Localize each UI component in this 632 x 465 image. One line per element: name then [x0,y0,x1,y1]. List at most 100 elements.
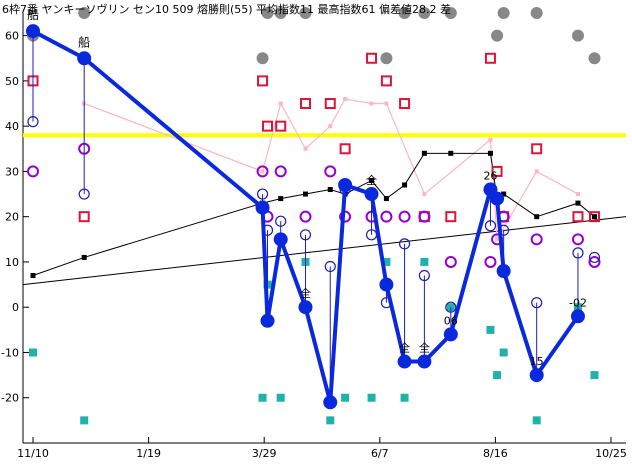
main-point [298,300,313,315]
main-point [397,354,412,369]
red-square-marker [484,52,496,64]
main-point [496,264,511,278]
pink-point [369,101,374,106]
navy-circle-marker [445,301,457,313]
main-point [490,191,505,206]
navy-circle-marker [78,188,90,200]
grey-circle-marker [299,7,312,19]
y-tick-label: 0 [12,301,19,314]
main-point [364,187,379,202]
pink-point [422,192,427,197]
navy-circle-marker [572,247,584,259]
avg-point [487,150,493,156]
grey-circle-marker [398,7,411,19]
main-point [417,354,432,369]
purple-circle-marker [398,210,411,223]
pink-point [384,101,389,106]
x-tick-label: 11/10 [17,447,49,460]
teal-square-marker [486,325,495,334]
teal-square-marker [276,393,285,402]
main-point [570,309,585,324]
avg-point [302,191,308,197]
avg-point [30,273,36,279]
navy-circle-marker [484,220,497,232]
red-square-marker [262,120,274,132]
pink-point [303,146,308,151]
main-point [255,200,270,215]
navy-circle-marker [588,251,601,264]
main-point-label: 船 [27,8,39,22]
purple-circle-marker [418,210,431,223]
red-square-marker [572,211,584,223]
x-tick-label: 8/16 [483,447,508,460]
navy-circle-marker [398,238,411,250]
purple-circle-marker [530,233,543,246]
y-tick-label: 40 [5,120,19,133]
avg-point [575,200,581,206]
red-square-marker [588,211,600,223]
purple-circle-marker [299,210,312,223]
teal-square-marker [326,416,335,425]
grey-circle-marker [497,7,510,19]
teal-square-marker [367,393,376,402]
x-tick-label: 10/25 [595,447,627,460]
teal-square-marker [420,257,429,266]
grey-circle-marker [530,7,543,19]
purple-circle-marker [274,165,287,178]
grey-circle-marker [78,7,91,19]
trend-line [22,216,627,286]
red-square-marker [257,75,269,87]
grey-circle-marker [380,52,393,65]
purple-circle-marker [588,255,601,268]
red-square-marker [275,120,287,132]
avg-point [278,196,284,202]
y-tick-label: -10 [1,346,19,359]
red-square-marker [399,98,411,110]
grey-circle-marker [418,7,431,19]
teal-square-marker [499,348,508,357]
purple-circle-marker [571,233,584,246]
navy-circle-marker [256,188,269,200]
y-tick-label: 60 [5,30,19,43]
x-tick-label: 3/29 [252,447,277,460]
teal-square-marker [80,416,89,425]
main-point [77,51,92,66]
point-label: 全 [300,286,311,300]
y-tick-label: 50 [5,75,19,88]
navy-circle-marker [531,297,543,309]
grey-circle-marker [256,52,269,65]
red-square-marker [78,211,90,223]
navy-circle-marker [27,116,39,128]
chart-title: 6枠7番 ヤンキーソヴリン セン10 509 熔勝則(55) 平均指数11 最高… [2,3,452,16]
grey-circle-marker [444,7,457,19]
navy-circle-marker [324,260,336,273]
navy-circle-marker [418,269,430,282]
pink-point [278,101,283,106]
avg-series-line [32,152,595,276]
point-label: 全 [399,341,410,355]
teal-square-marker [590,371,599,380]
teal-square-marker [400,393,409,402]
y-tick-label: -20 [1,392,19,405]
red-square-marker [380,75,392,87]
pink-point [534,169,539,174]
point-label: 全 [419,341,430,355]
main-point [529,368,544,383]
pink-point [260,169,265,174]
main-point [323,395,338,410]
avg-point [534,214,540,220]
teal-square-marker [382,257,391,266]
main-point [260,313,275,328]
red-square-marker [299,98,311,110]
pink-point [328,124,333,129]
red-square-marker [366,52,378,64]
teal-square-marker [493,371,502,380]
teal-square-marker [341,393,350,402]
point-label: -02 [569,296,587,309]
purple-circle-marker [324,165,337,178]
red-square-marker [491,165,503,177]
avg-point [369,177,375,183]
purple-circle-marker [484,255,497,268]
